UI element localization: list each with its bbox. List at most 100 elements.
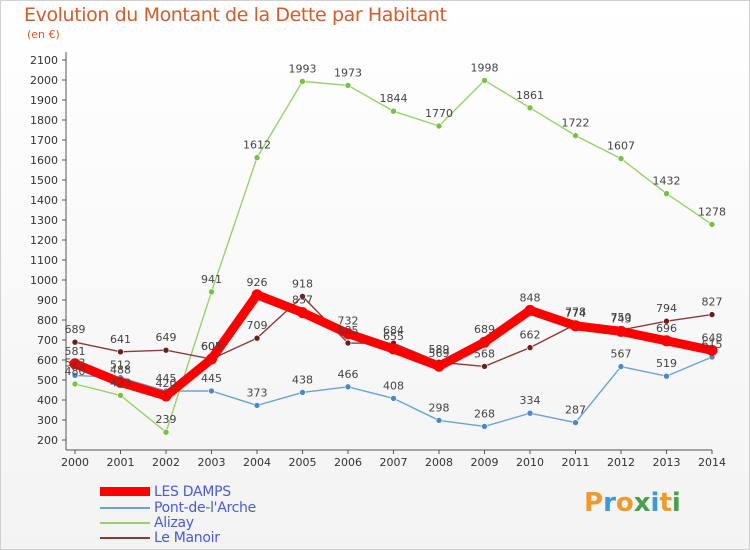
data-label-les-damps: 837 [292,294,313,307]
y-tick-label: 600 [37,354,58,367]
data-label-alizay: 1993 [289,62,317,75]
data-point-alizay [572,132,579,139]
legend-swatch-le-manoir [100,537,150,539]
data-label-les-damps: 605 [201,340,222,353]
y-tick-label: 400 [37,394,58,407]
y-tick-label: 300 [37,414,58,427]
y-tick-label: 1400 [30,194,58,207]
data-point-les-damps [342,328,354,340]
data-label-le-manoir: 794 [656,302,677,315]
data-label-pont-de-l-arche: 615 [702,338,723,351]
logo-letter: t [659,488,672,518]
data-point-les-damps [570,320,581,332]
data-point-alizay [162,428,170,436]
data-point-le-manoir [344,339,352,347]
y-tick-label: 900 [37,294,58,307]
data-point-pont-de-l-arche [572,419,579,426]
x-tick-label: 2004 [243,456,271,469]
data-label-les-damps: 420 [156,377,177,390]
data-point-pont-de-l-arche [71,372,79,379]
y-tick-label: 1200 [30,234,58,247]
x-tick-label: 2003 [198,456,226,469]
data-label-le-manoir: 568 [474,347,495,360]
data-point-les-damps [524,304,536,316]
y-tick-label: 1000 [30,274,58,287]
data-label-alizay: 239 [156,413,177,426]
data-label-alizay: 1770 [425,107,453,120]
data-label-alizay: 423 [110,376,131,389]
data-label-les-damps: 655 [383,330,404,343]
x-tick-label: 2002 [152,456,180,469]
data-point-alizay [253,154,261,161]
data-point-alizay [617,155,625,162]
x-tick-label: 2008 [425,456,453,469]
data-label-alizay: 1722 [562,117,590,130]
data-label-le-manoir: 649 [156,331,177,344]
data-point-alizay [435,122,443,130]
data-point-les-damps [706,344,718,356]
data-label-le-manoir: 684 [383,324,404,337]
data-point-pont-de-l-arche [299,389,306,396]
data-label-alizay: 1612 [243,139,271,152]
y-tick-label: 200 [37,434,58,447]
data-point-les-damps [479,336,490,348]
data-label-pont-de-l-arche: 373 [247,386,268,399]
data-label-le-manoir: 689 [65,323,86,336]
data-point-le-manoir [481,363,488,370]
x-tick-label: 2014 [698,456,726,469]
data-point-alizay [663,190,670,197]
data-point-pont-de-l-arche [663,372,670,380]
data-label-pont-de-l-arche: 523 [65,356,86,369]
data-label-le-manoir: 605 [201,340,222,353]
legend-swatch-alizay [100,522,150,524]
data-label-les-damps: 648 [702,331,723,344]
data-point-le-manoir [299,293,306,300]
data-label-le-manoir: 641 [110,333,131,346]
data-point-pont-de-l-arche [481,423,488,430]
data-label-les-damps: 581 [65,345,86,358]
legend-label-alizay: Alizay [154,515,194,531]
x-tick-label: 2005 [289,456,317,469]
data-label-le-manoir: 750 [611,311,632,324]
data-point-pont-de-l-arche [390,395,397,402]
data-point-le-manoir [526,344,534,351]
data-point-les-damps [297,307,308,319]
y-tick-label: 1800 [30,114,58,127]
data-label-alizay: 1973 [334,66,362,79]
x-tick-label: 2006 [334,456,362,469]
x-tick-label: 2007 [380,456,408,469]
data-point-alizay [208,288,215,296]
data-point-alizay [71,380,79,388]
data-point-le-manoir [253,334,261,342]
data-label-le-manoir: 827 [702,296,723,309]
data-point-les-damps [206,353,217,365]
data-label-pont-de-l-arche: 268 [474,407,495,420]
data-point-les-damps [661,335,672,347]
data-label-pont-de-l-arche: 287 [565,404,586,417]
data-label-alizay: 480 [65,365,86,378]
data-point-les-damps [115,376,126,388]
data-label-le-manoir: 918 [292,277,313,290]
data-label-pont-de-l-arche: 445 [156,372,177,385]
data-label-les-damps: 774 [565,307,586,320]
x-tick-label: 2012 [607,456,635,469]
data-label-les-damps: 732 [338,315,359,328]
data-point-le-manoir [162,346,170,354]
x-tick-label: 2011 [562,456,590,469]
y-tick-label: 1300 [30,214,58,227]
y-tick-label: 1100 [30,254,58,267]
data-point-les-damps [251,289,263,301]
data-label-le-manoir: 685 [338,324,359,337]
data-label-pont-de-l-arche: 298 [429,401,450,414]
y-tick-label: 500 [37,374,58,387]
data-label-pont-de-l-arche: 567 [611,348,632,361]
data-label-le-manoir: 778 [565,305,586,318]
logo-letter: o [615,488,634,518]
chart-title: Evolution du Montant de la Dette par Hab… [24,4,447,26]
y-tick-label: 2100 [30,54,58,67]
chart-subtitle: (en €) [27,28,60,41]
y-tick-label: 1900 [30,94,58,107]
legend-label-les-damps: LES DAMPS [154,484,231,500]
